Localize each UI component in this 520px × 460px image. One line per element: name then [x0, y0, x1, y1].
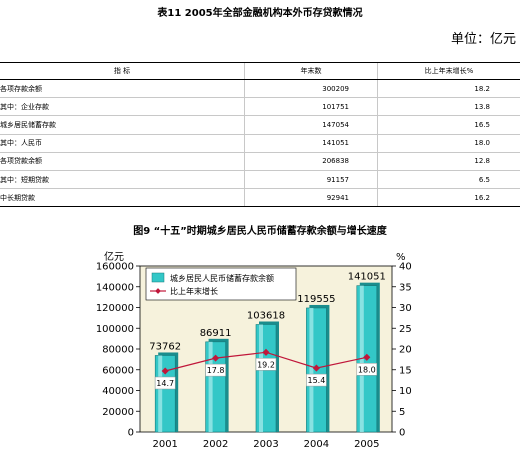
row-name: 各项贷款余额 — [0, 152, 245, 170]
row-value: 206838 — [245, 152, 378, 170]
unit-label: 单位：亿元 — [451, 28, 516, 47]
row-name: 城乡居民储蓄存款 — [0, 116, 245, 134]
table-row: 各项贷款余额 206838 12.8 — [0, 152, 520, 170]
legend-bar-swatch — [152, 273, 164, 282]
y-left-tick-label: 80000 — [102, 345, 134, 356]
point-value-label: 14.7 — [156, 379, 174, 388]
y-left-tick-label: 0 — [128, 428, 134, 439]
legend-bar-label: 城乡居民人民币储蓄存款余额 — [170, 273, 274, 283]
y-right-tick-label: 35 — [399, 282, 412, 293]
y-right-tick-label: 0 — [399, 428, 405, 439]
row-growth: 6.5 — [378, 170, 520, 188]
y-right-tick-label: 40 — [399, 262, 412, 273]
bar-highlight — [309, 308, 313, 432]
y-right-tick-label: 5 — [399, 407, 405, 418]
y-left-tick-label: 60000 — [102, 365, 134, 376]
row-growth: 16.2 — [378, 189, 520, 207]
y-right-tick-label: 10 — [399, 386, 412, 397]
y-axis-right-label: % — [396, 252, 406, 263]
row-value: 300209 — [245, 80, 378, 98]
y-left-tick-label: 120000 — [96, 303, 134, 314]
row-value: 92941 — [245, 189, 378, 207]
bar-value-label: 86911 — [200, 328, 232, 339]
point-value-label: 18.0 — [358, 365, 376, 374]
legend-box — [146, 268, 296, 300]
row-growth: 13.8 — [378, 98, 520, 116]
y-left-tick-label: 160000 — [96, 262, 134, 273]
table-row: 其中：短期贷款 91157 6.5 — [0, 170, 520, 188]
bar-value-label: 141051 — [348, 272, 386, 283]
row-growth: 12.8 — [378, 152, 520, 170]
y-right-tick-label: 25 — [399, 324, 412, 335]
row-value: 147054 — [245, 116, 378, 134]
x-tick-label: 2001 — [152, 439, 177, 450]
row-name: 其中：短期贷款 — [0, 170, 245, 188]
point-value-label: 19.2 — [257, 360, 275, 369]
y-right-tick-label: 15 — [399, 365, 412, 376]
bar-highlight — [158, 355, 162, 432]
table-row: 其中：企业存款 101751 13.8 — [0, 98, 520, 116]
row-value: 141051 — [245, 134, 378, 152]
deposit-loan-table: 指 标 年末数 比上年末增长% 各项存款余额 300209 18.2 其中：企业… — [0, 62, 520, 207]
bar-highlight — [209, 342, 213, 432]
bar-value-label: 103618 — [247, 310, 285, 321]
savings-chart: 0 20000 40000 60000 80000 100000 120000 140000 1… — [60, 244, 430, 454]
y-right-tick-label: 30 — [399, 303, 412, 314]
y-left-tick-label: 140000 — [96, 282, 134, 293]
legend-line-label: 比上年末增长 — [170, 286, 218, 296]
row-name: 其中：人民币 — [0, 134, 245, 152]
x-tick-label: 2004 — [304, 439, 329, 450]
bar-highlight — [259, 324, 263, 432]
row-growth: 18.0 — [378, 134, 520, 152]
table-row: 城乡居民储蓄存款 147054 16.5 — [0, 116, 520, 134]
y-axis-left-label: 亿元 — [104, 250, 124, 263]
table-row: 各项存款余额 300209 18.2 — [0, 80, 520, 98]
header-indicator: 指 标 — [0, 63, 245, 80]
row-growth: 18.2 — [378, 80, 520, 98]
row-name: 各项存款余额 — [0, 80, 245, 98]
table-title: 表11 2005年全部金融机构本外币存贷款情况 — [0, 4, 520, 19]
x-tick-label: 2005 — [354, 439, 379, 450]
y-left-tick-label: 20000 — [102, 407, 134, 418]
chart-title: 图9 “十五”时期城乡居民人民币储蓄存款余额与增长速度 — [0, 222, 520, 237]
bar-value-label: 73762 — [149, 341, 181, 352]
row-value: 101751 — [245, 98, 378, 116]
x-tick-label: 2002 — [203, 439, 228, 450]
point-value-label: 17.8 — [207, 366, 225, 375]
bar-value-label: 119555 — [297, 294, 335, 305]
point-value-label: 15.4 — [307, 376, 325, 385]
y-right-tick-label: 20 — [399, 345, 412, 356]
header-growth: 比上年末增长% — [378, 63, 520, 80]
x-tick-label: 2003 — [253, 439, 278, 450]
row-value: 91157 — [245, 170, 378, 188]
row-name: 其中：企业存款 — [0, 98, 245, 116]
row-growth: 16.5 — [378, 116, 520, 134]
y-left-tick-label: 40000 — [102, 386, 134, 397]
row-name: 中长期贷款 — [0, 189, 245, 207]
table-row: 中长期贷款 92941 16.2 — [0, 189, 520, 207]
header-year-end: 年末数 — [245, 63, 378, 80]
y-left-tick-label: 100000 — [96, 324, 134, 335]
table-row: 其中：人民币 141051 18.0 — [0, 134, 520, 152]
table-header-row: 指 标 年末数 比上年末增长% — [0, 63, 520, 80]
